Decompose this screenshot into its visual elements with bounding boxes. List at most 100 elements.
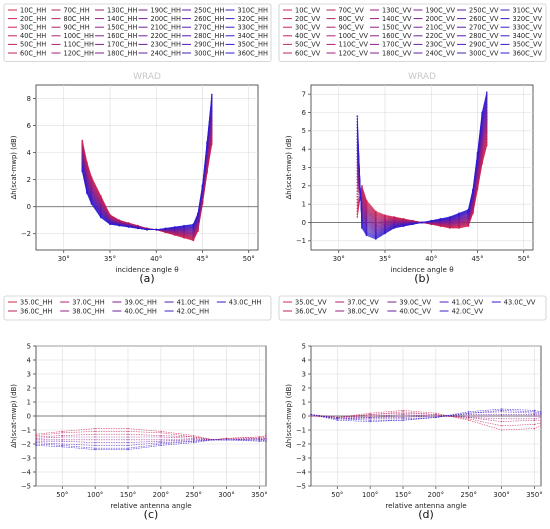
y-tick-label: 4: [302, 356, 306, 364]
legend-label: 20C_HH: [20, 15, 46, 23]
data-point: [501, 421, 503, 423]
legend-label: 230C_HH: [151, 41, 181, 49]
panel-label: (a): [139, 272, 154, 285]
y-axis-label: Δh(scat-mwp) (dB): [10, 135, 18, 199]
x-tick-label: 300°: [218, 491, 234, 499]
chart-panel-a: 10C_HH 20C_HH 30C_HH 40C_HH 50C_HH 60C_HH 70C_…: [0, 0, 275, 290]
legend-label: 39.0C_HH: [124, 298, 157, 306]
legend-entry: 220C_HH: [138, 32, 181, 40]
data-point: [421, 221, 423, 224]
data-point: [533, 428, 535, 430]
legend-entry: 130C_HH: [95, 6, 137, 14]
legend-label: 60C_HH: [20, 49, 46, 57]
legend-entry: 120C_VV: [326, 49, 368, 57]
legend-entry: 120C_HH: [51, 49, 94, 57]
legend-entry: 320C_VV: [500, 15, 542, 23]
legend-entry: 36.0C_VV: [283, 307, 327, 315]
legend-entry: 330C_VV: [500, 24, 542, 32]
y-tick-label: −5: [296, 482, 306, 490]
x-tick-label: 350°: [526, 491, 542, 499]
data-point: [393, 227, 396, 229]
y-tick-label: 1: [302, 201, 306, 209]
x-axis-label: incidence angle θ: [390, 265, 453, 274]
y-tick-label: 6: [302, 109, 306, 117]
data-point: [265, 440, 267, 442]
series-group: [356, 91, 488, 240]
data-point: [94, 442, 96, 444]
series-group: [310, 408, 542, 431]
data-point: [94, 433, 96, 435]
data-point: [402, 415, 404, 417]
legend-entry: 37.0C_HH: [60, 298, 105, 306]
legend-entry: 350C_VV: [500, 41, 542, 49]
y-tick-label: −2: [296, 440, 306, 448]
data-point: [160, 439, 162, 441]
data-point: [160, 444, 162, 446]
legend-entry: 39.0C_VV: [387, 298, 431, 306]
data-point: [356, 210, 359, 213]
legend-label: 50C_HH: [20, 41, 46, 49]
data-point: [265, 436, 267, 438]
data-point: [533, 419, 535, 421]
data-point: [501, 408, 503, 410]
series-group: [81, 93, 213, 242]
x-tick-label: 30°: [58, 255, 70, 263]
data-point: [310, 415, 312, 417]
data-point: [160, 430, 162, 432]
data-point: [402, 225, 405, 228]
data-point: [468, 418, 470, 420]
data-point: [540, 414, 542, 416]
x-tick-label: 250°: [461, 491, 477, 499]
data-point: [435, 415, 437, 417]
legend-entry: 170C_HH: [95, 41, 137, 49]
legend-label: 80C_HH: [64, 15, 90, 23]
data-point: [35, 440, 37, 442]
data-point: [356, 201, 359, 204]
data-point: [127, 444, 129, 446]
legend-entry: 320C_HH: [225, 15, 268, 23]
data-point: [35, 433, 37, 435]
legend-label: 35.0C_VV: [295, 298, 327, 306]
data-point: [61, 443, 63, 445]
y-tick-label: 4: [27, 356, 31, 364]
legend-entry: 350C_HH: [225, 41, 268, 49]
data-point: [369, 415, 371, 417]
x-tick-label: 35°: [104, 255, 116, 263]
series-line: [35, 439, 266, 446]
legend-entry: 260C_HH: [182, 15, 224, 23]
legend-label: 290C_VV: [469, 41, 499, 49]
legend-label: 250C_VV: [469, 6, 499, 14]
legend-entry: 20C_VV: [283, 15, 321, 23]
y-tick-label: −1: [21, 426, 31, 434]
data-point: [435, 412, 437, 414]
x-tick-label: 100°: [87, 491, 103, 499]
data-point: [226, 437, 228, 439]
data-point: [35, 444, 37, 446]
legend-label: 140C_HH: [107, 15, 137, 23]
legend-label: 210C_HH: [151, 24, 181, 32]
data-point: [61, 435, 63, 437]
legend-label: 39.0C_VV: [399, 298, 431, 306]
legend-entry: 160C_VV: [370, 32, 412, 40]
legend-entry: 43.0C_VV: [491, 298, 536, 306]
data-point: [173, 226, 176, 228]
data-point: [501, 418, 503, 420]
axes: 50° 100° 150° 200° 250° 300° 350° −5 −4 −3 −2 −1 0 1 2…: [21, 342, 268, 499]
data-point: [127, 428, 129, 430]
data-point: [540, 419, 542, 421]
legend-entry: 42.0C_VV: [439, 307, 484, 315]
legend-label: 190C_HH: [151, 6, 181, 14]
legend-frame: [3, 3, 272, 62]
x-tick-label: 300°: [493, 491, 509, 499]
y-tick-label: −1: [296, 426, 306, 434]
legend-entry: 140C_HH: [95, 15, 137, 23]
legend-label: 360C_HH: [238, 49, 268, 57]
legend-entry: 360C_HH: [225, 49, 268, 57]
series-line: [81, 94, 213, 231]
legend-entry: 200C_VV: [413, 15, 455, 23]
data-point: [81, 170, 84, 173]
data-point: [356, 204, 359, 207]
legend-entry: 150C_HH: [95, 24, 137, 32]
legend-entry: 38.0C_VV: [335, 307, 379, 315]
legend-entry: 10C_VV: [283, 6, 321, 14]
